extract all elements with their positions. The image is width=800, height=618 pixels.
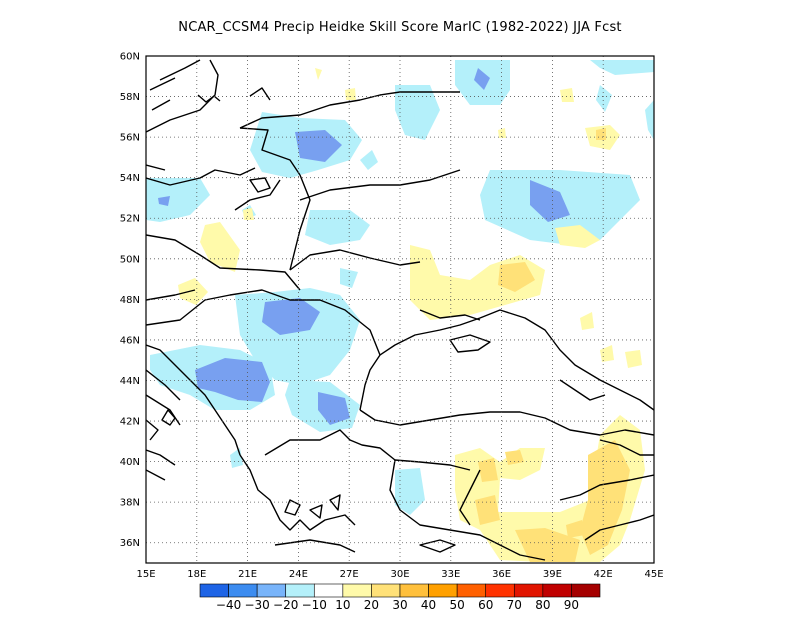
colorbar-swatch [513,583,544,598]
longitude-tick-label: 36E [492,569,511,580]
colorbar-swatch [313,583,344,598]
latitude-tick-label: 58N [120,92,140,103]
longitude-tick-label: 30E [390,569,409,580]
map-title: NCAR_CCSM4 Precip Heidke Skill Score Mar… [178,20,622,35]
colorbar-swatch [371,583,401,598]
colorbar-label: 80 [535,598,550,612]
longitude-tick-label: 39E [543,569,562,580]
colorbar-swatch [285,583,315,598]
latitude-tick-label: 52N [120,214,140,225]
colorbar-label: 50 [450,598,465,612]
longitude-tick-label: 45E [644,569,663,580]
colorbar-label: 70 [507,598,522,612]
latitude-tick-label: 44N [120,376,140,387]
colorbar-swatch [428,583,458,598]
latitude-tick-label: 36N [120,538,140,549]
longitude-tick-label: 42E [594,569,613,580]
latitude-tick-label: 42N [120,417,140,428]
colorbar-label: −40 [216,598,241,612]
colorbar-swatch [485,583,515,598]
colorbar-swatch [399,583,429,598]
colorbar-swatch [542,583,572,598]
colorbar-label: 30 [392,598,407,612]
colorbar-swatch [256,583,287,598]
gridlines [146,56,654,563]
longitude-tick-label: 33E [441,569,460,580]
colorbar-label: −20 [273,598,298,612]
colorbar: −40 −30 −20 −10 10 20 30 40 50 60 70 80 90 [199,583,601,612]
longitude-tick-label: 24E [289,569,308,580]
colorbar-swatch [199,583,229,598]
yellow-regions [475,128,630,562]
latitude-tick-label: 48N [120,295,140,306]
colorbar-label: 60 [478,598,493,612]
latitude-labels: 36N 38N 40N 42N 44N 46N 48N 50N 52N 54N 56N 58N 60N [120,52,140,550]
colorbar-label: 10 [335,598,350,612]
colorbar-swatch [456,583,487,598]
latitude-tick-label: 54N [120,173,140,184]
longitude-tick-label: 27E [340,569,359,580]
latitude-tick-label: 46N [120,335,140,346]
colorbar-label: 90 [564,598,579,612]
colorbar-swatch [571,583,601,598]
skill-fields [146,59,654,562]
latitude-tick-label: 40N [120,457,140,468]
coastlines-borders [146,59,654,561]
longitude-tick-label: 15E [136,569,155,580]
latitude-tick-label: 56N [120,133,140,144]
colorbar-swatch [342,583,372,598]
colorbar-label: −30 [244,598,269,612]
longitude-tick-label: 18E [187,569,206,580]
longitude-tick-label: 21E [238,569,257,580]
colorbar-label: −10 [302,598,327,612]
plot-frame [145,55,655,564]
latitude-tick-label: 50N [120,254,140,265]
dark-blue-regions [158,68,570,425]
latitude-tick-label: 60N [120,52,140,63]
latitude-tick-label: 38N [120,498,140,509]
longitude-labels: 15E 18E 21E 24E 27E 30E 33E 36E 39E 42E 45E [136,569,663,580]
colorbar-swatch [228,583,258,598]
colorbar-label: 20 [364,598,379,612]
colorbar-label: 40 [421,598,436,612]
